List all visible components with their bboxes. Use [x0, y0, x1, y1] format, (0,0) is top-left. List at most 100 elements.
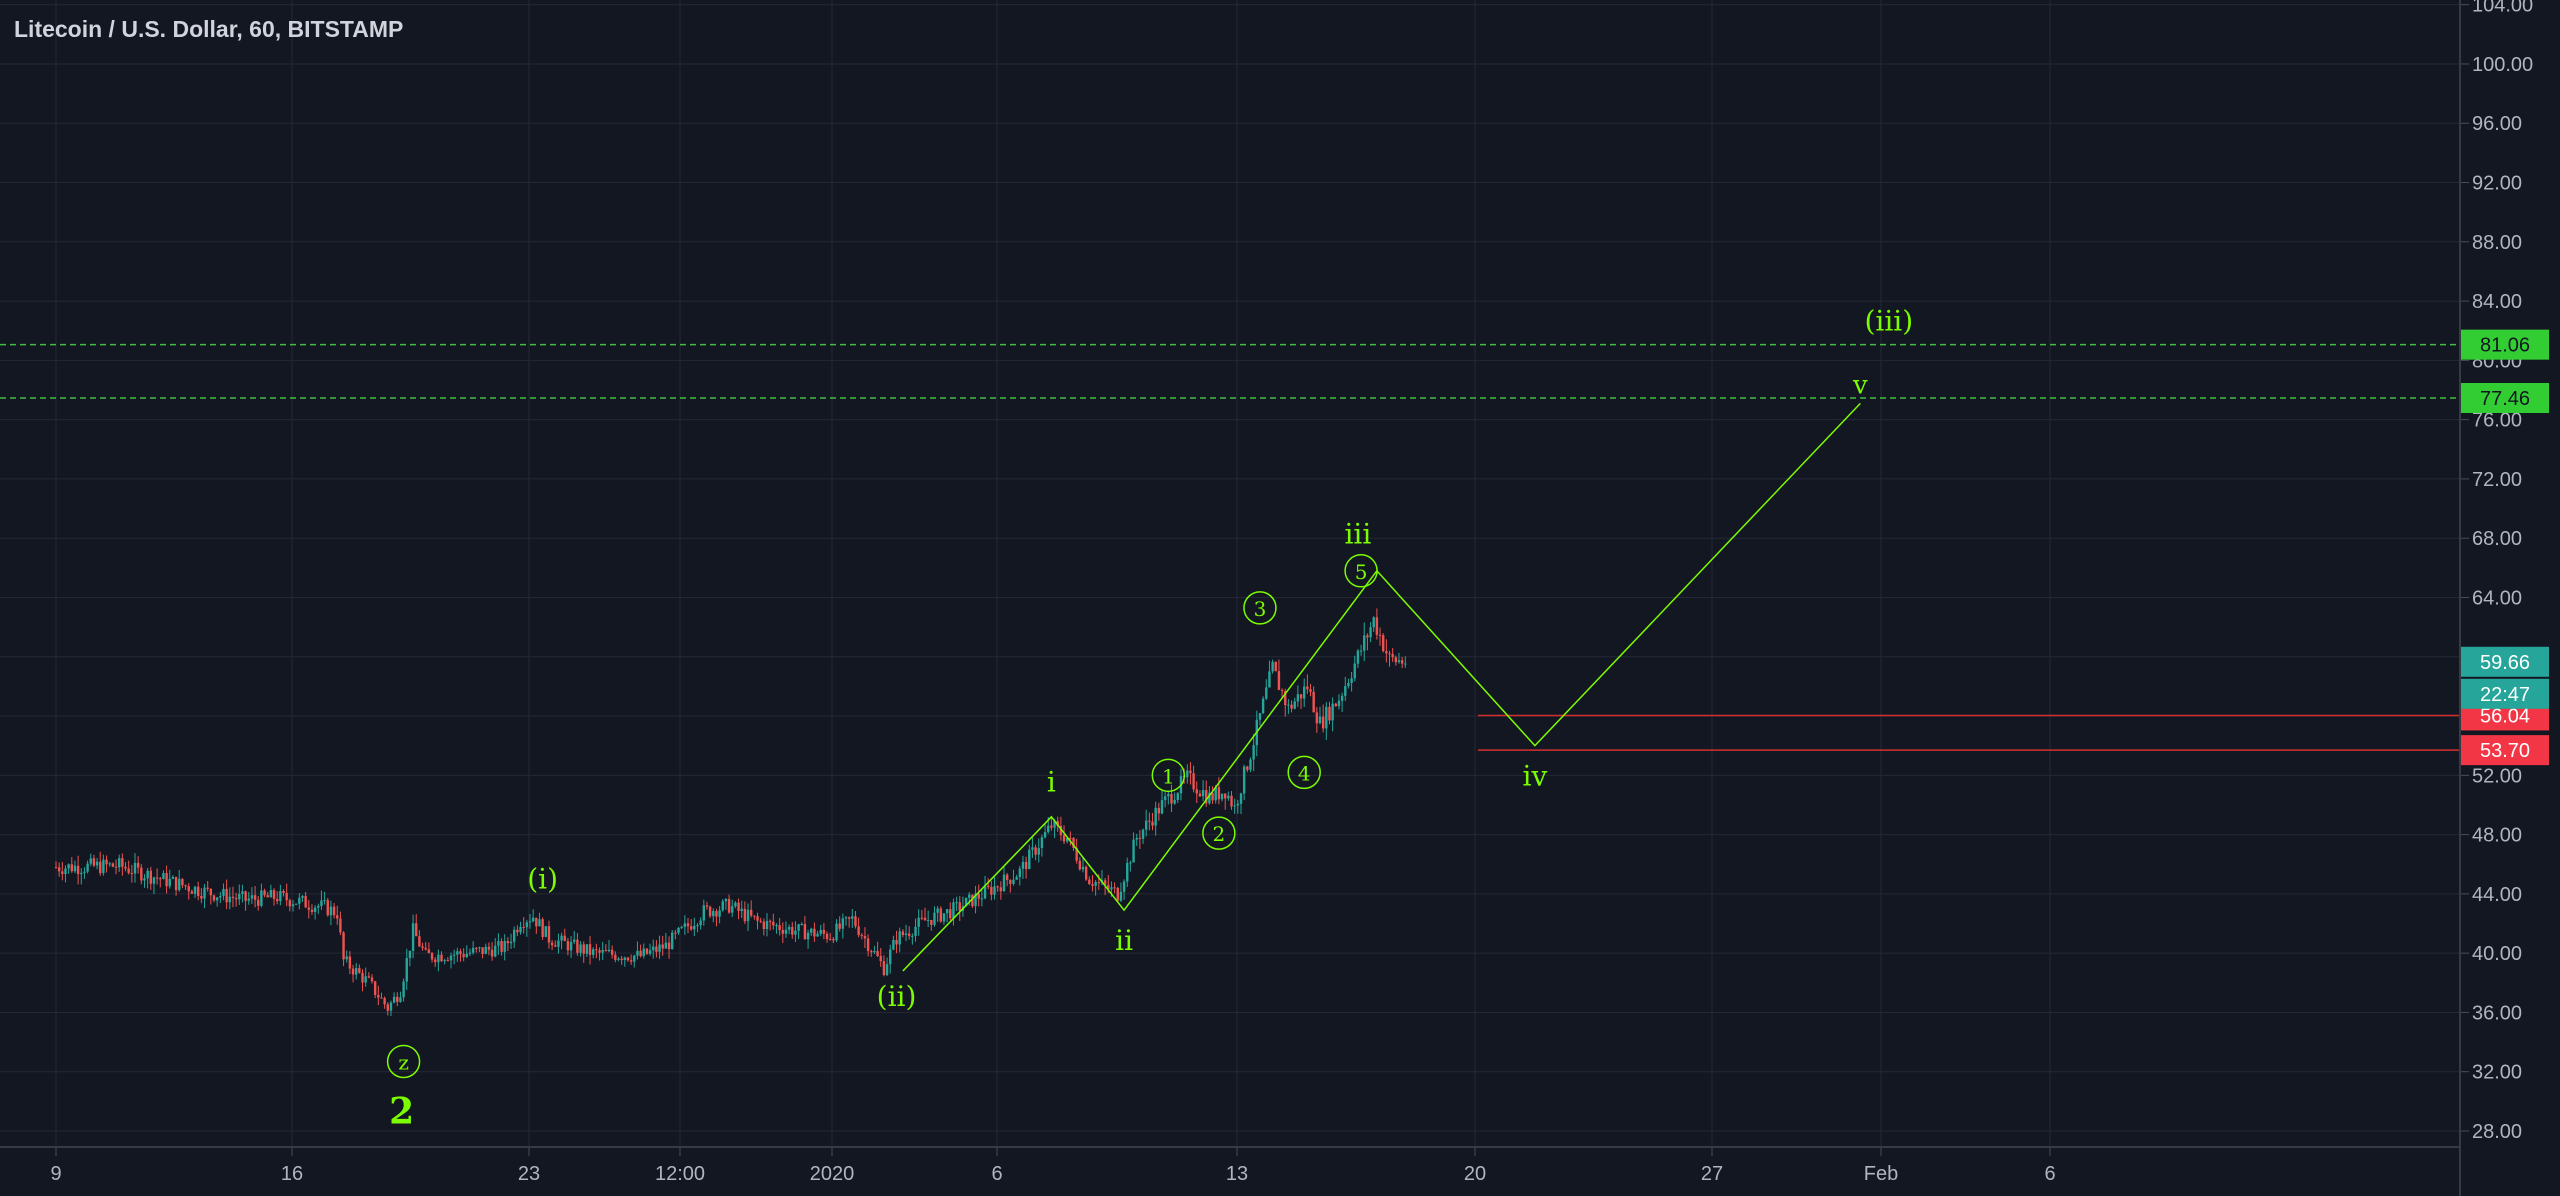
- candle-body: [76, 865, 80, 875]
- candle-body: [576, 939, 579, 953]
- candle-body: [1277, 671, 1281, 691]
- candle-body: [494, 945, 497, 957]
- candle-body: [61, 871, 64, 875]
- candle-body: [949, 909, 952, 919]
- candle-body: [1094, 882, 1097, 886]
- candle-body: [1236, 803, 1240, 806]
- candle-body: [430, 953, 434, 960]
- candle-body: [86, 863, 89, 872]
- candle-body: [1031, 847, 1034, 850]
- candle-body: [367, 976, 371, 978]
- candle-body: [746, 909, 750, 922]
- candle-body: [102, 859, 105, 874]
- candle-body: [930, 920, 933, 925]
- candle-body: [1043, 832, 1047, 838]
- level-price-label-bg: [2461, 735, 2549, 766]
- time-tick-label: 27: [1701, 1163, 1723, 1185]
- candle-body: [1340, 695, 1344, 701]
- candle-body: [1028, 849, 1031, 870]
- candle-body: [73, 865, 77, 872]
- candle-body: [130, 873, 134, 875]
- candle-body: [879, 956, 882, 962]
- candle-body: [731, 906, 734, 913]
- candle-body: [661, 944, 664, 949]
- candle-body: [1328, 706, 1331, 721]
- candle-body: [664, 942, 668, 949]
- wave-label-circle: [1243, 591, 1277, 625]
- candle-body: [1208, 792, 1211, 804]
- candle-body: [620, 958, 623, 960]
- candle-body: [1265, 687, 1268, 699]
- candle-body: [535, 917, 538, 927]
- candle-body: [225, 888, 228, 903]
- candle-body: [339, 918, 342, 933]
- candle-body: [734, 902, 737, 907]
- candle-body: [911, 935, 914, 937]
- candle-body: [715, 911, 718, 917]
- candle-body: [1347, 682, 1350, 687]
- wave-label-circle: [386, 1044, 421, 1079]
- candle-body: [819, 929, 822, 934]
- candle-body: [64, 868, 67, 875]
- candle-body: [1103, 880, 1107, 885]
- candle-body: [380, 997, 383, 999]
- candle-body: [538, 919, 541, 927]
- candle-body: [178, 878, 181, 891]
- candle-body: [253, 895, 257, 900]
- wave-label: iv: [1522, 760, 1547, 793]
- candle-body: [939, 908, 942, 922]
- candle-body: [1318, 716, 1322, 724]
- candle-body: [563, 935, 566, 942]
- candle-body: [885, 964, 889, 976]
- candle-body: [209, 888, 213, 896]
- candle-body: [712, 911, 715, 917]
- candle-body: [212, 895, 216, 901]
- candle-body: [750, 909, 753, 916]
- candle-body: [234, 898, 238, 900]
- candle-body: [604, 949, 608, 952]
- candle-body: [787, 926, 791, 930]
- candle-body: [1211, 792, 1214, 801]
- candle-body: [1290, 704, 1293, 709]
- candle-body: [364, 976, 367, 983]
- candle-body: [610, 949, 614, 955]
- candle-body: [377, 994, 380, 998]
- candle-body: [386, 1004, 389, 1011]
- candle-body: [1195, 789, 1198, 794]
- candle-body: [560, 935, 563, 941]
- candle-body: [446, 960, 450, 962]
- candle-body: [806, 932, 810, 940]
- candle-body: [1363, 635, 1366, 651]
- candle-body: [816, 933, 819, 937]
- candle-body: [200, 896, 203, 899]
- candle-body: [1366, 635, 1369, 638]
- candle-body: [1053, 821, 1056, 828]
- candle-body: [623, 957, 626, 960]
- candle-body: [832, 939, 835, 941]
- candle-body: [358, 968, 361, 973]
- candle-body: [876, 950, 879, 957]
- candle-body: [184, 885, 187, 887]
- candle-body: [642, 948, 645, 957]
- candle-body: [1110, 887, 1113, 890]
- time-axis[interactable]: 9 16 23 12:00 2020 6 13 20 27 Feb 6: [50, 1148, 2056, 1185]
- candle-body: [737, 902, 740, 912]
- candle-body: [1005, 874, 1009, 880]
- candle-body: [1201, 790, 1205, 797]
- candle-body: [313, 907, 317, 912]
- candle-body: [708, 906, 712, 917]
- candle-body: [405, 958, 408, 982]
- candle-body: [1047, 825, 1050, 833]
- candle-body: [1220, 793, 1224, 800]
- candle-body: [291, 904, 295, 907]
- candle-body: [1359, 650, 1363, 652]
- candle-body: [1378, 634, 1382, 636]
- candle-body: [588, 944, 592, 955]
- candle-body: [1018, 868, 1021, 877]
- candle-body: [424, 947, 427, 950]
- candle-body: [272, 890, 276, 899]
- price-tick-label: 72.00: [2472, 469, 2522, 491]
- candle-body: [462, 954, 465, 958]
- candle-body: [509, 941, 513, 944]
